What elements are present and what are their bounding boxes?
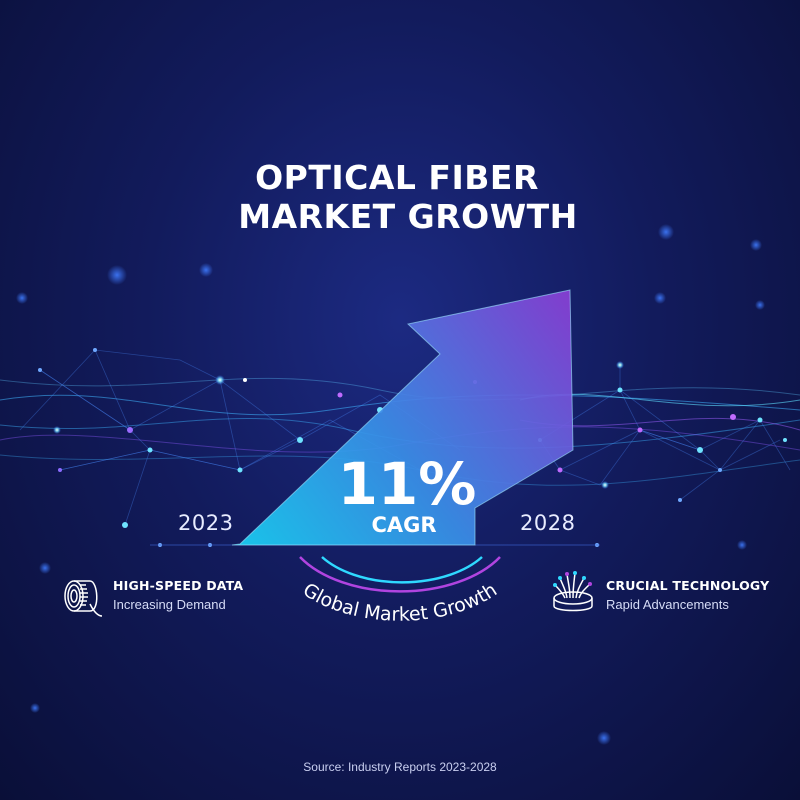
cagr-value: 11% xyxy=(338,450,477,518)
feature-title: HIGH-SPEED DATA xyxy=(113,578,244,593)
fiber-optic-bundle-icon xyxy=(553,571,593,612)
title-line-2: MARKET GROWTH xyxy=(238,197,578,236)
feature-subtitle: Increasing Demand xyxy=(113,597,226,612)
arc-label: Global Market Growth xyxy=(299,579,501,626)
feature-title: CRUCIAL TECHNOLOGY xyxy=(606,578,770,593)
cagr-label: CAGR xyxy=(371,513,436,537)
feature-high-speed-data: HIGH-SPEED DATA Increasing Demand xyxy=(113,578,243,612)
feature-crucial-technology: CRUCIAL TECHNOLOGY Rapid Advancements xyxy=(606,578,769,612)
feature-subtitle: Rapid Advancements xyxy=(606,597,729,612)
start-year: 2023 xyxy=(178,511,234,535)
title-line-1: OPTICAL FIBER xyxy=(255,158,539,197)
end-year: 2028 xyxy=(520,511,576,535)
svg-text:Global Market Growth: Global Market Growth xyxy=(299,579,501,626)
fiber-spool-icon xyxy=(64,580,103,617)
source-note: Source: Industry Reports 2023-2028 xyxy=(303,760,497,774)
